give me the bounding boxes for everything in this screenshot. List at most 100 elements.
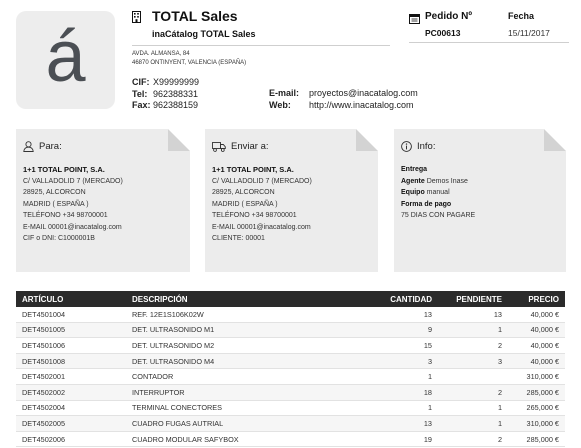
address-city: 28925, ALCORCON: [23, 189, 86, 196]
corner-fold: [356, 129, 378, 151]
cell-description: TERMINAL CONECTORES: [126, 400, 368, 417]
table-row: DET4501008 DET. ULTRASONIDO M4 3 3 40,000 €: [16, 353, 565, 370]
email: E-MAIL 00001@inacatalog.com: [212, 223, 311, 231]
cell-price: 310,000 €: [508, 368, 565, 385]
agent-label: Agente: [401, 177, 425, 185]
building-icon: [132, 11, 141, 23]
cif-value: X99999999: [153, 77, 200, 87]
billing-card: Para: 1+1 TOTAL POINT, S.A. C/ VALLADOLI…: [16, 129, 190, 272]
customer-code: CLIENTE: 00001: [212, 235, 265, 242]
cell-article: DET4501005: [16, 322, 126, 339]
cif-label: CIF:: [132, 77, 150, 87]
divider: [409, 42, 569, 43]
company-contacts: CIF: X99999999 Tel: 962388331 Fax: 96238815…: [132, 77, 199, 112]
card-header: Para:: [23, 141, 62, 152]
order-lines-table: ARTÍCULO DESCRIPCIÓN CANTIDAD PENDIENTE …: [16, 291, 565, 448]
cell-quantity: 1: [368, 400, 438, 417]
cell-pending: 1: [438, 400, 508, 417]
card-title: Para:: [39, 141, 62, 152]
card-header: Info:: [401, 141, 436, 152]
cell-pending: 2: [438, 337, 508, 354]
cell-price: 285,000 €: [508, 384, 565, 401]
cell-pending: 2: [438, 431, 508, 448]
order-date-label: Fecha: [508, 11, 535, 21]
cell-description: INTERRUPTOR: [126, 384, 368, 401]
cell-price: 265,000 €: [508, 400, 565, 417]
company-subtitle: inaCátalog TOTAL Sales: [152, 29, 256, 39]
cell-pending: 1: [438, 415, 508, 432]
company-name: TOTAL Sales: [152, 8, 238, 24]
cell-quantity: 18: [368, 384, 438, 401]
cell-quantity: 19: [368, 431, 438, 448]
corner-fold: [544, 129, 566, 151]
address-street: C/ VALLADOLID 7 (MERCADO): [23, 177, 123, 185]
table-row: DET4502005 CUADRO FUGAS AUTRIAL 13 1 310,000…: [16, 415, 565, 432]
payment-value: 75 DIAS CON PAGARE: [401, 212, 476, 219]
cell-price: 40,000 €: [508, 322, 565, 339]
cell-article: DET4501008: [16, 353, 126, 370]
corner-fold: [168, 129, 190, 151]
fax-value: 962388159: [153, 100, 199, 110]
cell-price: 285,000 €: [508, 431, 565, 448]
customer-name: 1+1 TOTAL POINT, S.A.: [23, 165, 105, 174]
email: E-MAIL 00001@inacatalog.com: [23, 223, 122, 231]
col-header-price: PRECIO: [508, 291, 565, 307]
delivery-label: Entrega: [401, 166, 428, 173]
cell-description: DET. ULTRASONIDO M1: [126, 322, 368, 339]
email-value[interactable]: proyectos@inacatalog.com: [309, 88, 418, 98]
card-title: Info:: [417, 141, 436, 152]
cell-description: CUADRO MODULAR SAFYBOX: [126, 431, 368, 448]
payment-label: Forma de pago: [401, 200, 452, 208]
cell-quantity: 1: [368, 368, 438, 385]
agent-value: Demos Inase: [426, 177, 468, 185]
table-row: DET4501004 REF. 12E1S106K02W 13 13 40,000 €: [16, 307, 565, 323]
order-date: 15/11/2017: [508, 28, 550, 38]
cell-article: DET4502006: [16, 431, 126, 448]
cell-price: 310,000 €: [508, 415, 565, 432]
cell-pending: 3: [438, 353, 508, 370]
cell-price: 40,000 €: [508, 307, 565, 323]
tel-label: Tel:: [132, 88, 148, 99]
cell-description: DET. ULTRASONIDO M4: [126, 353, 368, 370]
table-row: DET4502004 TERMINAL CONECTORES 1 1 265,000 €: [16, 400, 565, 417]
divider: [132, 45, 390, 46]
cell-quantity: 3: [368, 353, 438, 370]
col-header-description: DESCRIPCIÓN: [126, 291, 368, 307]
order-number-label: Pedido Nº: [425, 11, 472, 22]
logo-glyph: á: [45, 17, 86, 97]
table-row: DET4502006 CUADRO MODULAR SAFYBOX 19 2 285,0…: [16, 431, 565, 448]
cell-pending: 1: [438, 322, 508, 339]
tax-id: CIF o DNI: C1000001B: [23, 235, 95, 242]
table-row: DET4502001 CONTADOR 1 310,000 €: [16, 368, 565, 385]
cell-article: DET4502001: [16, 368, 126, 385]
col-header-quantity: CANTIDAD: [368, 291, 438, 307]
cell-article: DET4502002: [16, 384, 126, 401]
cell-description: REF. 12E1S106K02W: [126, 307, 368, 323]
cell-price: 40,000 €: [508, 337, 565, 354]
phone: TELÉFONO +34 98700001: [23, 212, 108, 219]
cell-article: DET4501006: [16, 337, 126, 354]
card-body: 1+1 TOTAL POINT, S.A. C/ VALLADOLID 7 (M…: [23, 164, 123, 245]
cell-pending: 2: [438, 384, 508, 401]
calendar-icon: [409, 14, 420, 24]
team-label: Equipo: [401, 189, 425, 196]
web-value[interactable]: http://www.inacatalog.com: [309, 99, 414, 110]
cell-description: CUADRO FUGAS AUTRIAL: [126, 415, 368, 432]
fax-label: Fax:: [132, 100, 151, 110]
cell-pending: [438, 368, 508, 385]
card-body: Entrega Agente Demos Inase Equipo manual…: [401, 164, 475, 222]
cell-article: DET4501004: [16, 307, 126, 323]
info-card: Info: Entrega Agente Demos Inase Equipo …: [394, 129, 566, 272]
col-header-pending: PENDIENTE: [438, 291, 508, 307]
phone: TELÉFONO +34 98700001: [212, 212, 297, 219]
truck-icon: [212, 142, 226, 152]
cell-description: CONTADOR: [126, 368, 368, 385]
card-header: Enviar a:: [212, 141, 269, 152]
order-number: PC00613: [425, 28, 461, 38]
email-label: E-mail:: [269, 88, 300, 98]
address-line: 46870 ONTINYENT, VALENCIA (ESPAÑA): [132, 59, 247, 66]
address-city: 28925, ALCORCON: [212, 189, 275, 196]
card-title: Enviar a:: [231, 141, 269, 152]
user-icon: [23, 141, 34, 152]
tel-value: 962388331: [153, 88, 199, 99]
